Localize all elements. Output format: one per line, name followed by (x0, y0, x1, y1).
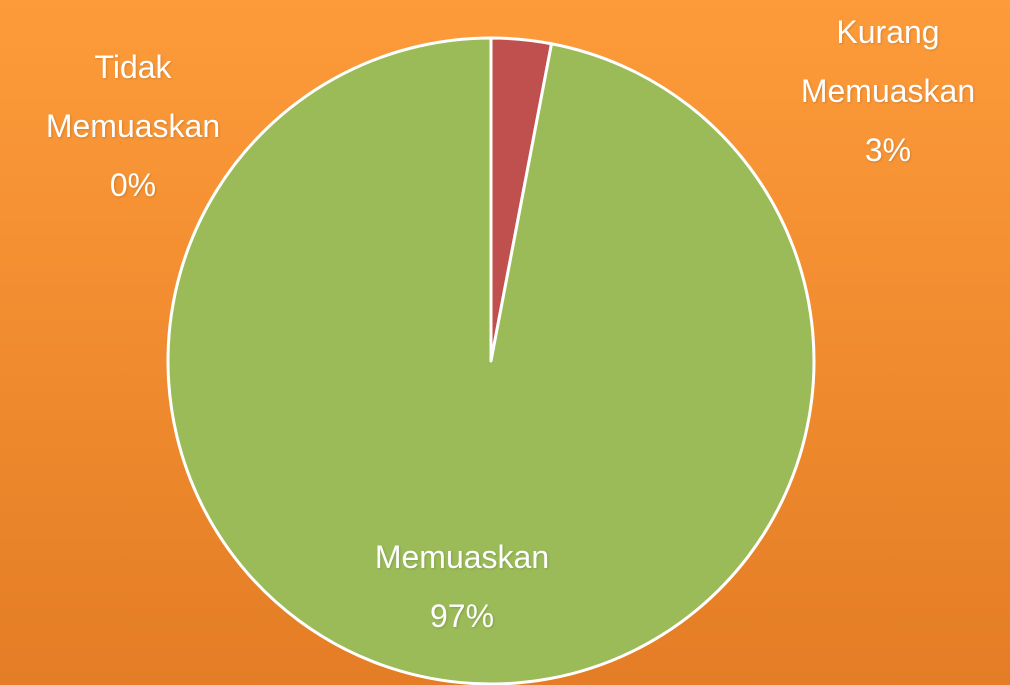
pie-slice (166, 36, 816, 685)
value-label: 0% (109, 167, 157, 203)
value-label: 3% (864, 132, 912, 168)
category-label: Tidak Memuaskan (45, 49, 221, 144)
value-label: 97% (429, 598, 495, 634)
category-label: Kurang Memuaskan (800, 14, 976, 109)
slice-label: Memuaskan 97% (337, 528, 587, 646)
category-label: Memuaskan (374, 539, 550, 575)
slice-label: Kurang Memuaskan 3% (763, 3, 1010, 180)
slice-label: Tidak Memuaskan 0% (8, 38, 258, 215)
